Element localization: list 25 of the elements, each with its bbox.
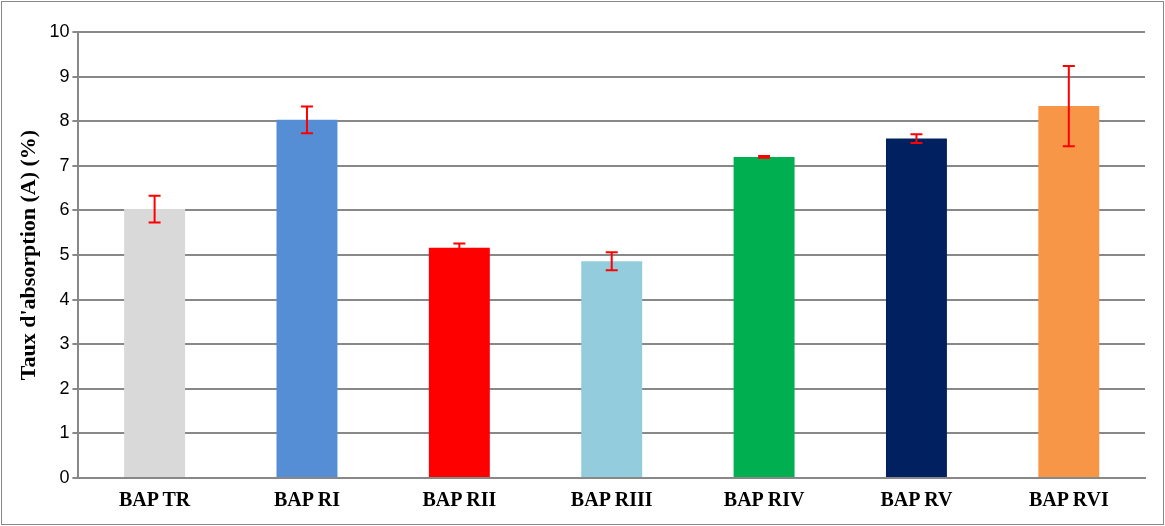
y-tick-label: 5 (59, 243, 70, 264)
y-tick-label: 0 (59, 466, 70, 487)
x-tick-label: BAP RII (422, 488, 497, 511)
bar (1038, 106, 1100, 477)
x-tick-label: BAP RV (880, 488, 954, 511)
x-tick-label: BAP TR (118, 488, 191, 511)
x-tick-label: BAP RVI (1028, 488, 1109, 511)
y-tick-label: 9 (59, 65, 70, 86)
bar (276, 119, 338, 477)
y-tick-label: 3 (59, 333, 70, 354)
y-tick-label: 4 (59, 288, 70, 309)
y-tick-label: 8 (59, 110, 70, 131)
y-axis-title: Taux d'absorption (A) (%) (14, 129, 40, 381)
bar (581, 261, 643, 477)
bar (885, 138, 947, 477)
y-tick-label: 10 (49, 20, 70, 41)
x-tick-label: BAP RIII (570, 488, 653, 511)
x-tick-label: BAP RI (273, 488, 341, 511)
y-tick-label: 7 (59, 154, 70, 175)
x-tick-label: BAP RIV (723, 488, 805, 511)
bar (733, 156, 795, 477)
y-tick-label: 6 (59, 199, 70, 220)
y-tick-label: 2 (59, 377, 70, 398)
y-tick-label: 1 (59, 422, 70, 443)
bar (124, 209, 186, 477)
